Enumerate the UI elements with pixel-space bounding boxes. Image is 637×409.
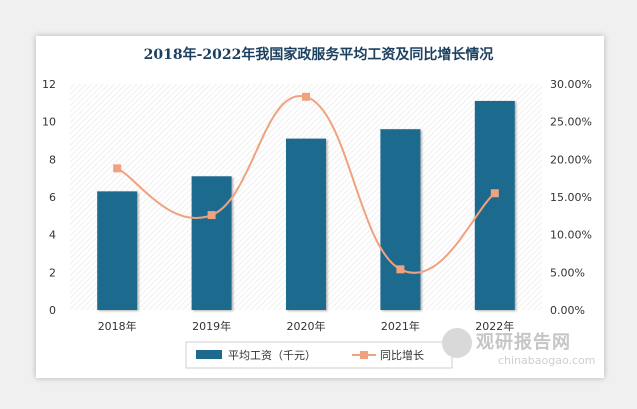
y-left-tick-1: 2	[49, 266, 56, 279]
bar-1	[191, 176, 232, 310]
y-right-tick-2: 10.00%	[550, 229, 592, 242]
y-left-tick-3: 6	[49, 191, 56, 204]
legend-label-line: 同比增长	[380, 348, 424, 362]
growth-marker-4	[490, 189, 499, 198]
x-tick-0: 2018年	[98, 319, 137, 333]
y-right-tick-0: 0.00%	[550, 304, 585, 317]
growth-marker-3	[396, 265, 405, 274]
watermark-en: chinabaogao.com	[498, 354, 596, 367]
growth-marker-1	[207, 211, 216, 220]
legend-swatch-marker	[360, 351, 368, 359]
bar-0	[97, 191, 138, 310]
y-right-tick-5: 25.00%	[550, 116, 592, 129]
legend-swatch-bar	[196, 350, 222, 359]
x-tick-4: 2022年	[475, 319, 514, 333]
x-tick-3: 2021年	[381, 319, 420, 333]
y-left-tick-2: 4	[49, 229, 56, 242]
y-left-tick-0: 0	[49, 304, 56, 317]
legend-box	[185, 341, 453, 369]
bar-2	[286, 138, 326, 310]
y-right-tick-6: 30.00%	[550, 78, 592, 91]
watermark-cn: 观研报告网	[476, 332, 571, 353]
y-right-tick-1: 5.00%	[550, 266, 585, 279]
bar-3	[380, 129, 421, 310]
y-left-tick-4: 8	[49, 153, 56, 166]
y-right-tick-4: 20.00%	[550, 153, 592, 166]
watermark: 观研报告网 chinabaogao.com	[442, 328, 626, 367]
x-tick-1: 2019年	[192, 319, 231, 333]
watermark-logo-icon	[442, 328, 472, 358]
y-left-tick-6: 12	[42, 78, 56, 91]
bar-4	[474, 100, 515, 310]
y-right-tick-3: 15.00%	[550, 191, 592, 204]
growth-marker-2	[302, 92, 310, 101]
growth-marker-0	[113, 164, 122, 173]
y-left-tick-5: 10	[42, 116, 56, 129]
x-tick-2: 2020年	[287, 319, 326, 333]
legend-label-bar: 平均工资（千元）	[228, 349, 316, 362]
chart-title: 2018年-2022年我国家政服务平均工资及同比增长情况	[143, 47, 494, 63]
